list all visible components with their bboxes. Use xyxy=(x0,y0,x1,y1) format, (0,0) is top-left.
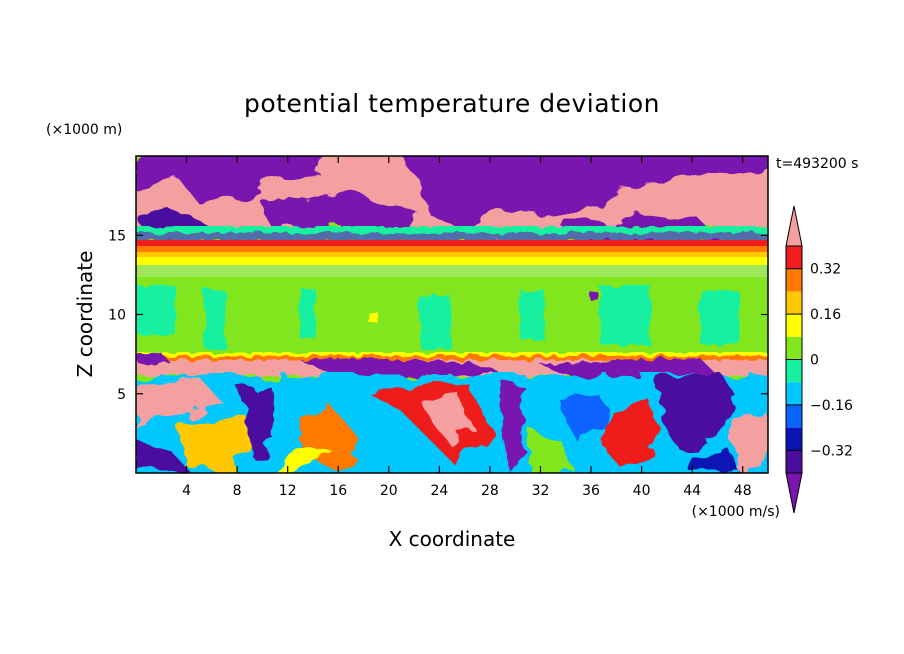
colorbar-swatch xyxy=(786,382,802,405)
x-tick-label: 40 xyxy=(633,483,651,499)
band-orange xyxy=(136,246,768,252)
x-tick-label: 20 xyxy=(380,483,398,499)
colorbar-tick-label: −0.32 xyxy=(810,443,853,459)
colorbar-swatch xyxy=(786,246,802,269)
x-tick-label: 44 xyxy=(683,483,701,499)
y-tick-label: 5 xyxy=(117,387,126,403)
colorbar-swatch xyxy=(786,404,802,428)
band-green-light xyxy=(136,265,768,277)
y-tick-label: 10 xyxy=(108,308,126,324)
y-ticks: 5 10 15 xyxy=(108,228,768,403)
colorbar-tick-label: 0.16 xyxy=(810,307,841,323)
x-tick-label: 28 xyxy=(481,483,499,499)
colorbar-swatch xyxy=(786,291,802,315)
x-tick-label: 48 xyxy=(734,483,752,499)
chart-title: potential temperature deviation xyxy=(244,89,660,118)
x-tick-label: 16 xyxy=(329,483,347,499)
band-yellow xyxy=(136,257,768,265)
x-tick-label: 8 xyxy=(233,483,242,499)
colorbar-swatch xyxy=(786,450,802,473)
colorbar-swatch xyxy=(786,336,802,360)
colorbar-tick-label: 0.32 xyxy=(810,262,841,278)
colorbar-extend-max xyxy=(785,205,803,247)
colorbar-swatch xyxy=(786,359,802,383)
mid-stripes xyxy=(136,285,740,350)
upper-mixing-layer xyxy=(136,226,768,241)
lower-eddies xyxy=(136,372,768,473)
band-red xyxy=(136,240,768,246)
y-axis-label: Z coordinate xyxy=(73,251,97,378)
x-tick-label: 4 xyxy=(182,483,191,499)
x-tick-label: 32 xyxy=(532,483,550,499)
x-unit-label: (×1000 m/s) xyxy=(692,504,780,520)
colorbar-tick-label: 0 xyxy=(810,353,819,369)
colorbar-tick-label: −0.16 xyxy=(810,398,853,414)
x-axis-label: X coordinate xyxy=(389,527,516,551)
time-label: t=493200 s xyxy=(776,156,858,172)
band-amber xyxy=(136,252,768,257)
x-tick-label: 24 xyxy=(430,483,448,499)
colorbar-extend-min xyxy=(785,472,803,514)
x-tick-label: 36 xyxy=(582,483,600,499)
contour-field xyxy=(136,156,768,473)
x-tick-label: 12 xyxy=(279,483,297,499)
x-ticks: 4 8 12 16 20 24 28 32 36 40 44 48 xyxy=(182,156,752,499)
colorbar: 0.32 0.16 0 −0.16 −0.32 xyxy=(785,205,853,514)
colorbar-swatch xyxy=(786,427,802,451)
colorbar-swatch xyxy=(786,268,802,292)
colorbar-swatch xyxy=(786,314,802,337)
y-unit-label: (×1000 m) xyxy=(46,122,122,138)
y-tick-label: 15 xyxy=(108,228,126,244)
